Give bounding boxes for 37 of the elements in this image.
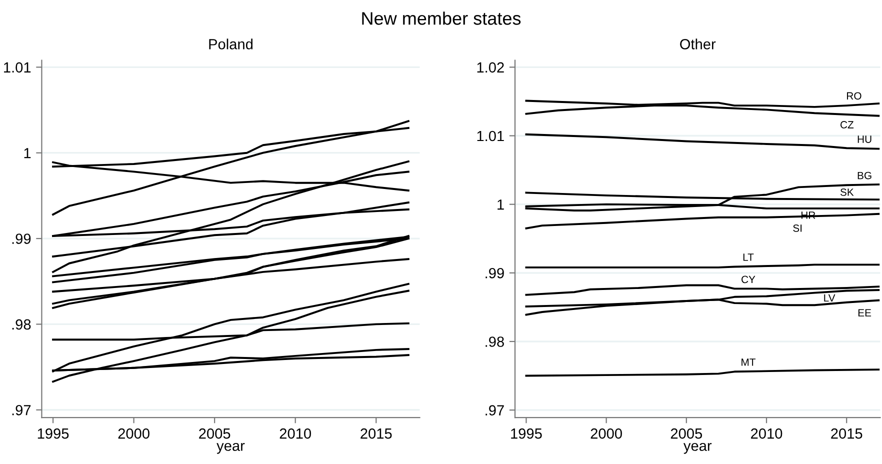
x-tick-label: 1995 — [38, 428, 69, 439]
y-tick-label: 1.01 — [4, 62, 31, 73]
series-label: CY — [742, 276, 756, 284]
y-tick-label: .99 — [486, 268, 504, 278]
y-tick-label: 1.01 — [477, 130, 504, 142]
x-axis-title: year — [683, 442, 712, 454]
series-label: SI — [793, 224, 802, 232]
x-axis-title: year — [216, 442, 245, 454]
x-tick-label: 2015 — [831, 428, 862, 439]
x-tick-label: 2010 — [751, 428, 782, 439]
y-tick-label: 1 — [24, 148, 31, 158]
series-label: LV — [824, 294, 836, 302]
x-tick-label: 2005 — [199, 428, 230, 439]
y-tick-label: .97 — [12, 404, 31, 416]
x-tick-label: 2000 — [590, 428, 622, 439]
x-tick-label: 1995 — [511, 428, 542, 439]
series-label: LT — [743, 254, 754, 261]
chart-title: Poland — [209, 38, 252, 50]
text: New member states — [362, 12, 521, 25]
series-label: MT — [742, 358, 756, 366]
series-label: EE — [858, 309, 872, 316]
series-label: RO — [847, 92, 862, 100]
y-tick-label: 1.02 — [477, 62, 504, 73]
series-label: SK — [840, 188, 854, 196]
chart-title: Other — [680, 38, 716, 50]
y-tick-label: .98 — [12, 319, 31, 330]
y-tick-label: .99 — [12, 234, 31, 244]
y-tick-label: .98 — [486, 336, 504, 347]
series-label: BG — [858, 172, 872, 180]
series-label: HU — [858, 136, 872, 143]
x-tick-label: 2010 — [280, 428, 312, 439]
y-tick-label: 1 — [498, 200, 504, 210]
series-label: CZ — [840, 121, 854, 128]
x-tick-label: 2000 — [118, 428, 150, 439]
y-tick-label: .97 — [486, 405, 504, 416]
x-tick-label: 2005 — [670, 428, 702, 439]
x-tick-label: 2015 — [360, 428, 392, 439]
